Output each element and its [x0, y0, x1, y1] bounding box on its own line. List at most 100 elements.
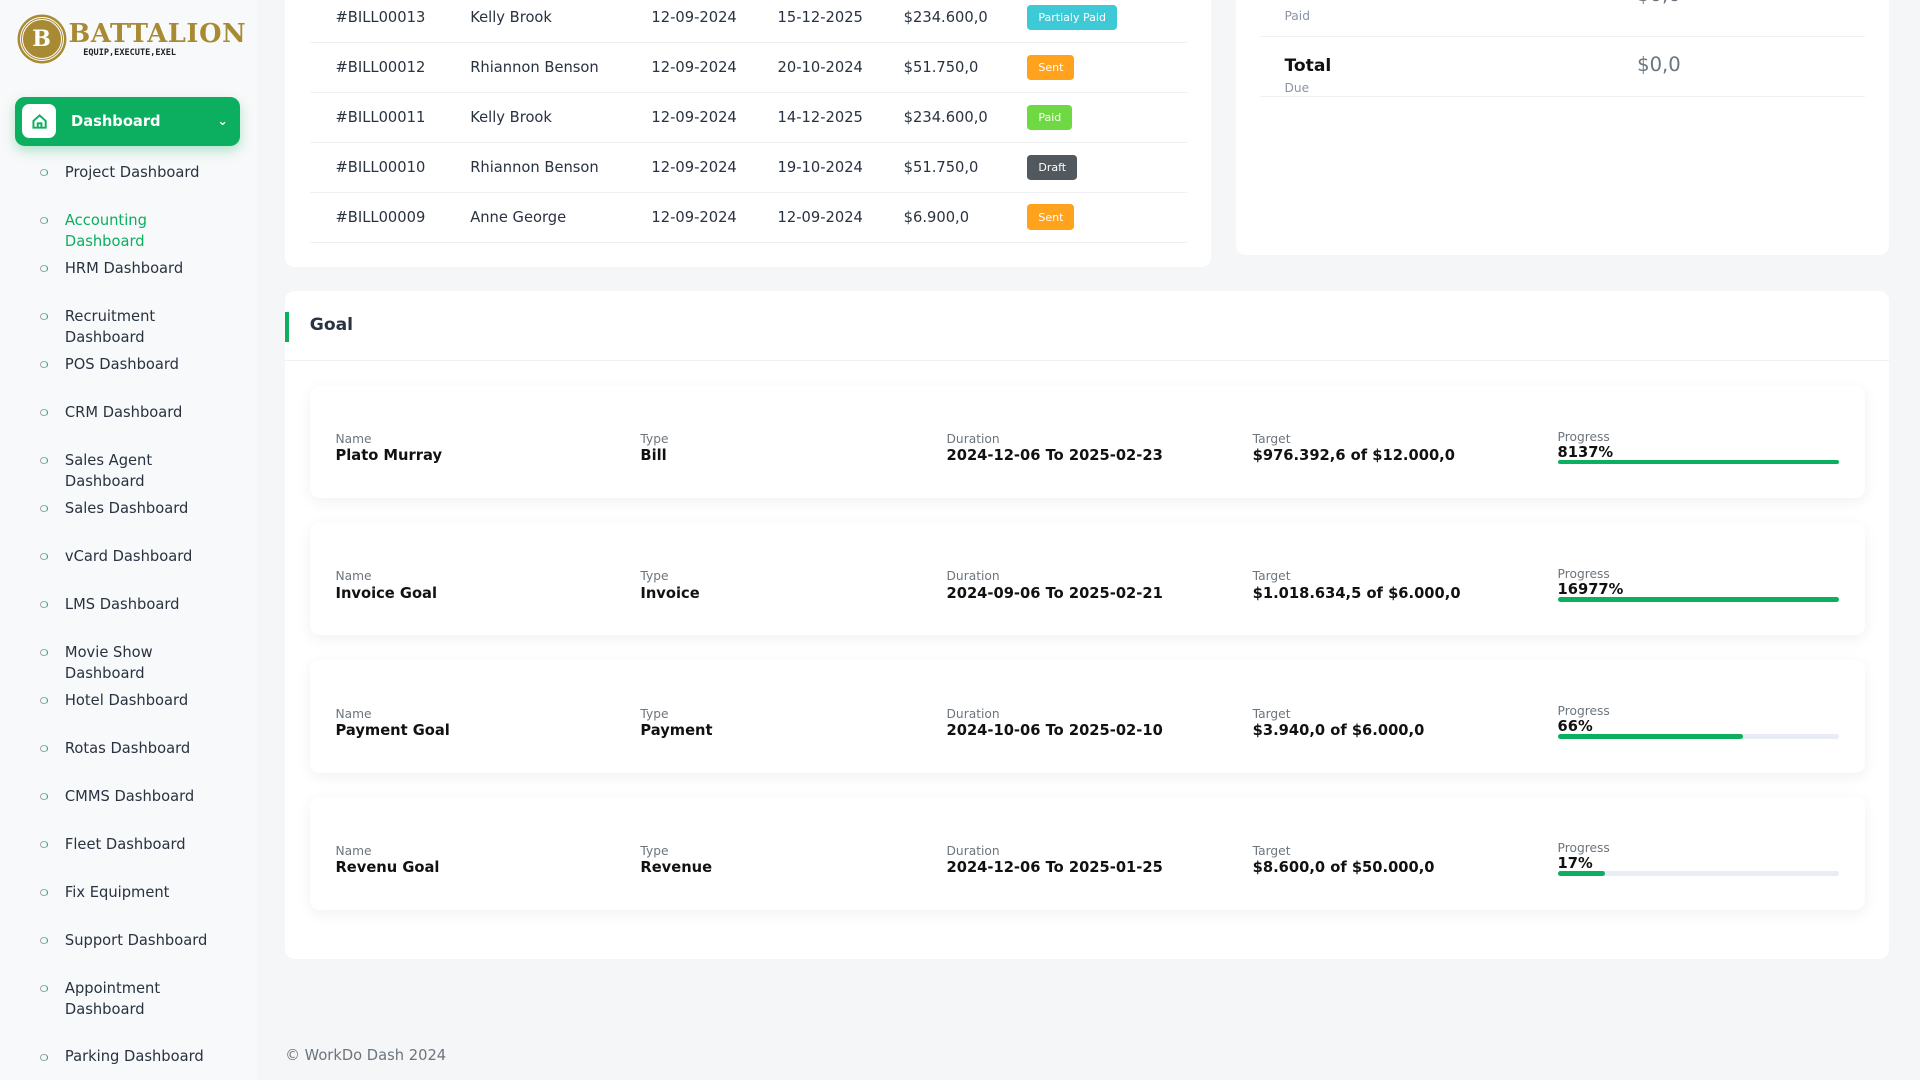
sidebar-item[interactable]: CMMS Dashboard: [0, 773, 257, 821]
goal-name: Name Invoice Goal: [335, 569, 437, 601]
sidebar-item[interactable]: Project Dashboard: [0, 149, 257, 197]
sidebar-item[interactable]: Recruitment Dashboard: [0, 293, 257, 346]
brand-logo[interactable]: B BATTALION EQUIP,EXECUTE,EXEL: [19, 17, 247, 62]
progress-fill: [1557, 870, 1606, 876]
sidebar-item[interactable]: Sales Agent Dashboard: [0, 437, 257, 490]
progress-value: 17%: [1557, 855, 1593, 873]
status-badge: Partialy Paid: [1027, 4, 1117, 30]
sidebar-item[interactable]: Sales Dashboard: [0, 485, 257, 533]
goal-progress: Progress 66%: [1557, 704, 1840, 739]
progress-bar: [1557, 459, 1840, 465]
progress-value: 16977%: [1557, 580, 1624, 598]
goal-progress: Progress 8137%: [1557, 430, 1840, 465]
totals-card: Total Paid $0,0Total Due $0,0: [1235, 0, 1890, 255]
vendor: Kelly Brook: [470, 108, 552, 126]
total-value: $0,0: [1637, 52, 1681, 76]
progress-fill: [1557, 733, 1744, 739]
goal-duration-value: 2024-09-06 To 2025-02-21: [946, 584, 1163, 602]
total-value: $0,0: [1637, 0, 1681, 6]
progress-bar: [1557, 596, 1840, 602]
goal-name-value: Payment Goal: [335, 721, 450, 739]
table-row: #BILL00012 Rhiannon Benson 12-09-2024 20…: [309, 43, 1187, 93]
sidebar-item[interactable]: Appointment Dashboard: [0, 965, 257, 1034]
amount: $234.600,0: [903, 8, 988, 26]
sidebar: B BATTALION EQUIP,EXECUTE,EXEL Dashboard …: [0, 0, 258, 1080]
bullet-icon: [40, 456, 48, 465]
goal-type: Type Payment: [640, 707, 712, 739]
sidebar-item[interactable]: Hotel Dashboard: [0, 677, 257, 725]
sidebar-item-dashboard[interactable]: Dashboard ⌄: [14, 96, 240, 146]
goal-name-label: Name: [335, 843, 372, 858]
bullet-icon: [40, 744, 48, 753]
goal-target: Target $1.018.634,5 of $6.000,0: [1253, 569, 1461, 601]
goal-duration-value: 2024-12-06 To 2025-01-25: [946, 858, 1163, 876]
sidebar-item[interactable]: LMS Dashboard: [0, 581, 257, 629]
amount: $6.900,0: [903, 208, 970, 226]
status-badge: Draft: [1027, 154, 1078, 180]
goal-type-label: Type: [640, 432, 669, 447]
chevron-down-icon: ⌄: [217, 114, 228, 129]
sidebar-item-label: Parking Dashboard: [64, 1048, 204, 1066]
home-icon: [22, 104, 57, 139]
goal-target-value: $1.018.634,5 of $6.000,0: [1252, 584, 1461, 602]
sidebar-item[interactable]: HRM Dashboard: [0, 245, 257, 293]
sidebar-item-label: CMMS Dashboard: [64, 787, 195, 805]
sidebar-item[interactable]: Fix Equipment: [0, 869, 257, 917]
goal-duration: Duration 2024-10-06 To 2025-02-10: [947, 707, 1163, 739]
sidebar-item[interactable]: Accounting Dashboard: [0, 197, 257, 250]
vendor: Rhiannon Benson: [470, 158, 599, 176]
sidebar-item-label: Hotel Dashboard: [64, 691, 189, 709]
status-badge: Sent: [1027, 204, 1075, 230]
goal-duration-label: Duration: [946, 706, 1000, 721]
sidebar-item[interactable]: Parking Dashboard: [0, 1034, 257, 1080]
sidebar-item-label: Accounting Dashboard: [64, 211, 147, 250]
bullet-icon: [40, 312, 48, 321]
bullet-icon: [40, 264, 48, 273]
bullet-icon: [40, 504, 48, 513]
sidebar-item-label: Recruitment Dashboard: [64, 307, 156, 346]
bullet-icon: [40, 648, 48, 657]
bill-id[interactable]: #BILL00011: [335, 108, 426, 126]
total-sublabel: Due: [1284, 80, 1310, 95]
goal-target: Target $8.600,0 of $50.000,0: [1253, 844, 1435, 876]
sidebar-item[interactable]: POS Dashboard: [0, 341, 257, 389]
sidebar-item[interactable]: Rotas Dashboard: [0, 725, 257, 773]
bullet-icon: [40, 984, 48, 993]
sidebar-item-label: Fix Equipment: [64, 883, 170, 901]
amount: $51.750,0: [903, 58, 979, 76]
goal-name-label: Name: [335, 706, 372, 721]
progress-value: 8137%: [1557, 443, 1614, 461]
bill-id[interactable]: #BILL00010: [335, 158, 426, 176]
bullet-icon: [40, 600, 48, 609]
sidebar-item[interactable]: vCard Dashboard: [0, 533, 257, 581]
bill-id[interactable]: #BILL00012: [335, 58, 426, 76]
sidebar-item[interactable]: CRM Dashboard: [0, 389, 257, 437]
progress-label: Progress: [1557, 566, 1610, 581]
bill-id[interactable]: #BILL00013: [335, 8, 426, 26]
vendor: Rhiannon Benson: [470, 58, 599, 76]
sidebar-item-label: POS Dashboard: [64, 355, 179, 373]
goal-duration: Duration 2024-12-06 To 2025-02-23: [947, 432, 1163, 464]
goal-target-label: Target: [1252, 843, 1291, 858]
progress-fill: [1557, 596, 1840, 602]
goal-duration-label: Duration: [946, 569, 1000, 584]
goal-type-value: Payment: [640, 721, 713, 739]
sidebar-item[interactable]: Movie Show Dashboard: [0, 629, 257, 682]
bill-id[interactable]: #BILL00009: [335, 208, 426, 226]
bill-date: 12-09-2024: [651, 108, 737, 126]
bill-date: 12-09-2024: [651, 208, 737, 226]
goal-item: Name Plato Murray Type Bill Duration 2024-12-…: [309, 385, 1865, 499]
sidebar-item[interactable]: Support Dashboard: [0, 917, 257, 965]
progress-value: 66%: [1557, 718, 1593, 736]
due-date: 19-10-2024: [777, 158, 863, 176]
bills-table-card: #BILL00013 Kelly Brook 12-09-2024 15-12-…: [285, 0, 1212, 267]
goal-name: Name Plato Murray: [335, 432, 442, 464]
goal-name: Name Payment Goal: [335, 707, 449, 739]
sidebar-item-label: Rotas Dashboard: [64, 739, 191, 757]
goal-target-value: $976.392,6 of $12.000,0: [1252, 447, 1455, 465]
due-date: 12-09-2024: [777, 208, 863, 226]
sidebar-item-label: Sales Agent Dashboard: [64, 451, 153, 490]
goal-progress: Progress 17%: [1557, 841, 1840, 876]
logo-seal: B: [19, 17, 64, 62]
sidebar-item[interactable]: Fleet Dashboard: [0, 821, 257, 869]
